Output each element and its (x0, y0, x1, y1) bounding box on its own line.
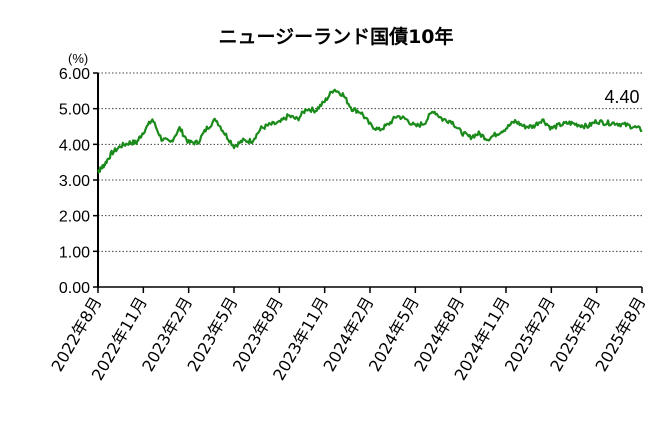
y-axis-unit: (%) (68, 51, 88, 66)
chart-title: ニュージーランド国債10年 (218, 25, 453, 48)
y-axis-ticks: 0.00 1.00 2.00 3.00 4.00 5.00 6.00 (59, 66, 98, 297)
gridlines (98, 72, 642, 252)
y-tick-label: 0.00 (59, 280, 90, 297)
x-axis-ticks: 2022年8月2022年11月2023年2月2023年5月2023年8月2023… (48, 287, 649, 384)
series-group (97, 88, 643, 174)
end-value-label: 4.40 (604, 87, 639, 107)
y-tick-label: 3.00 (59, 173, 90, 190)
y-tick-label: 4.00 (59, 137, 90, 154)
y-tick-label: 1.00 (59, 244, 90, 261)
y-tick-label: 6.00 (59, 66, 90, 83)
axes (97, 73, 642, 288)
y-tick-label: 2.00 (59, 209, 90, 226)
y-tick-label: 5.00 (59, 102, 90, 119)
series-line (97, 88, 643, 174)
